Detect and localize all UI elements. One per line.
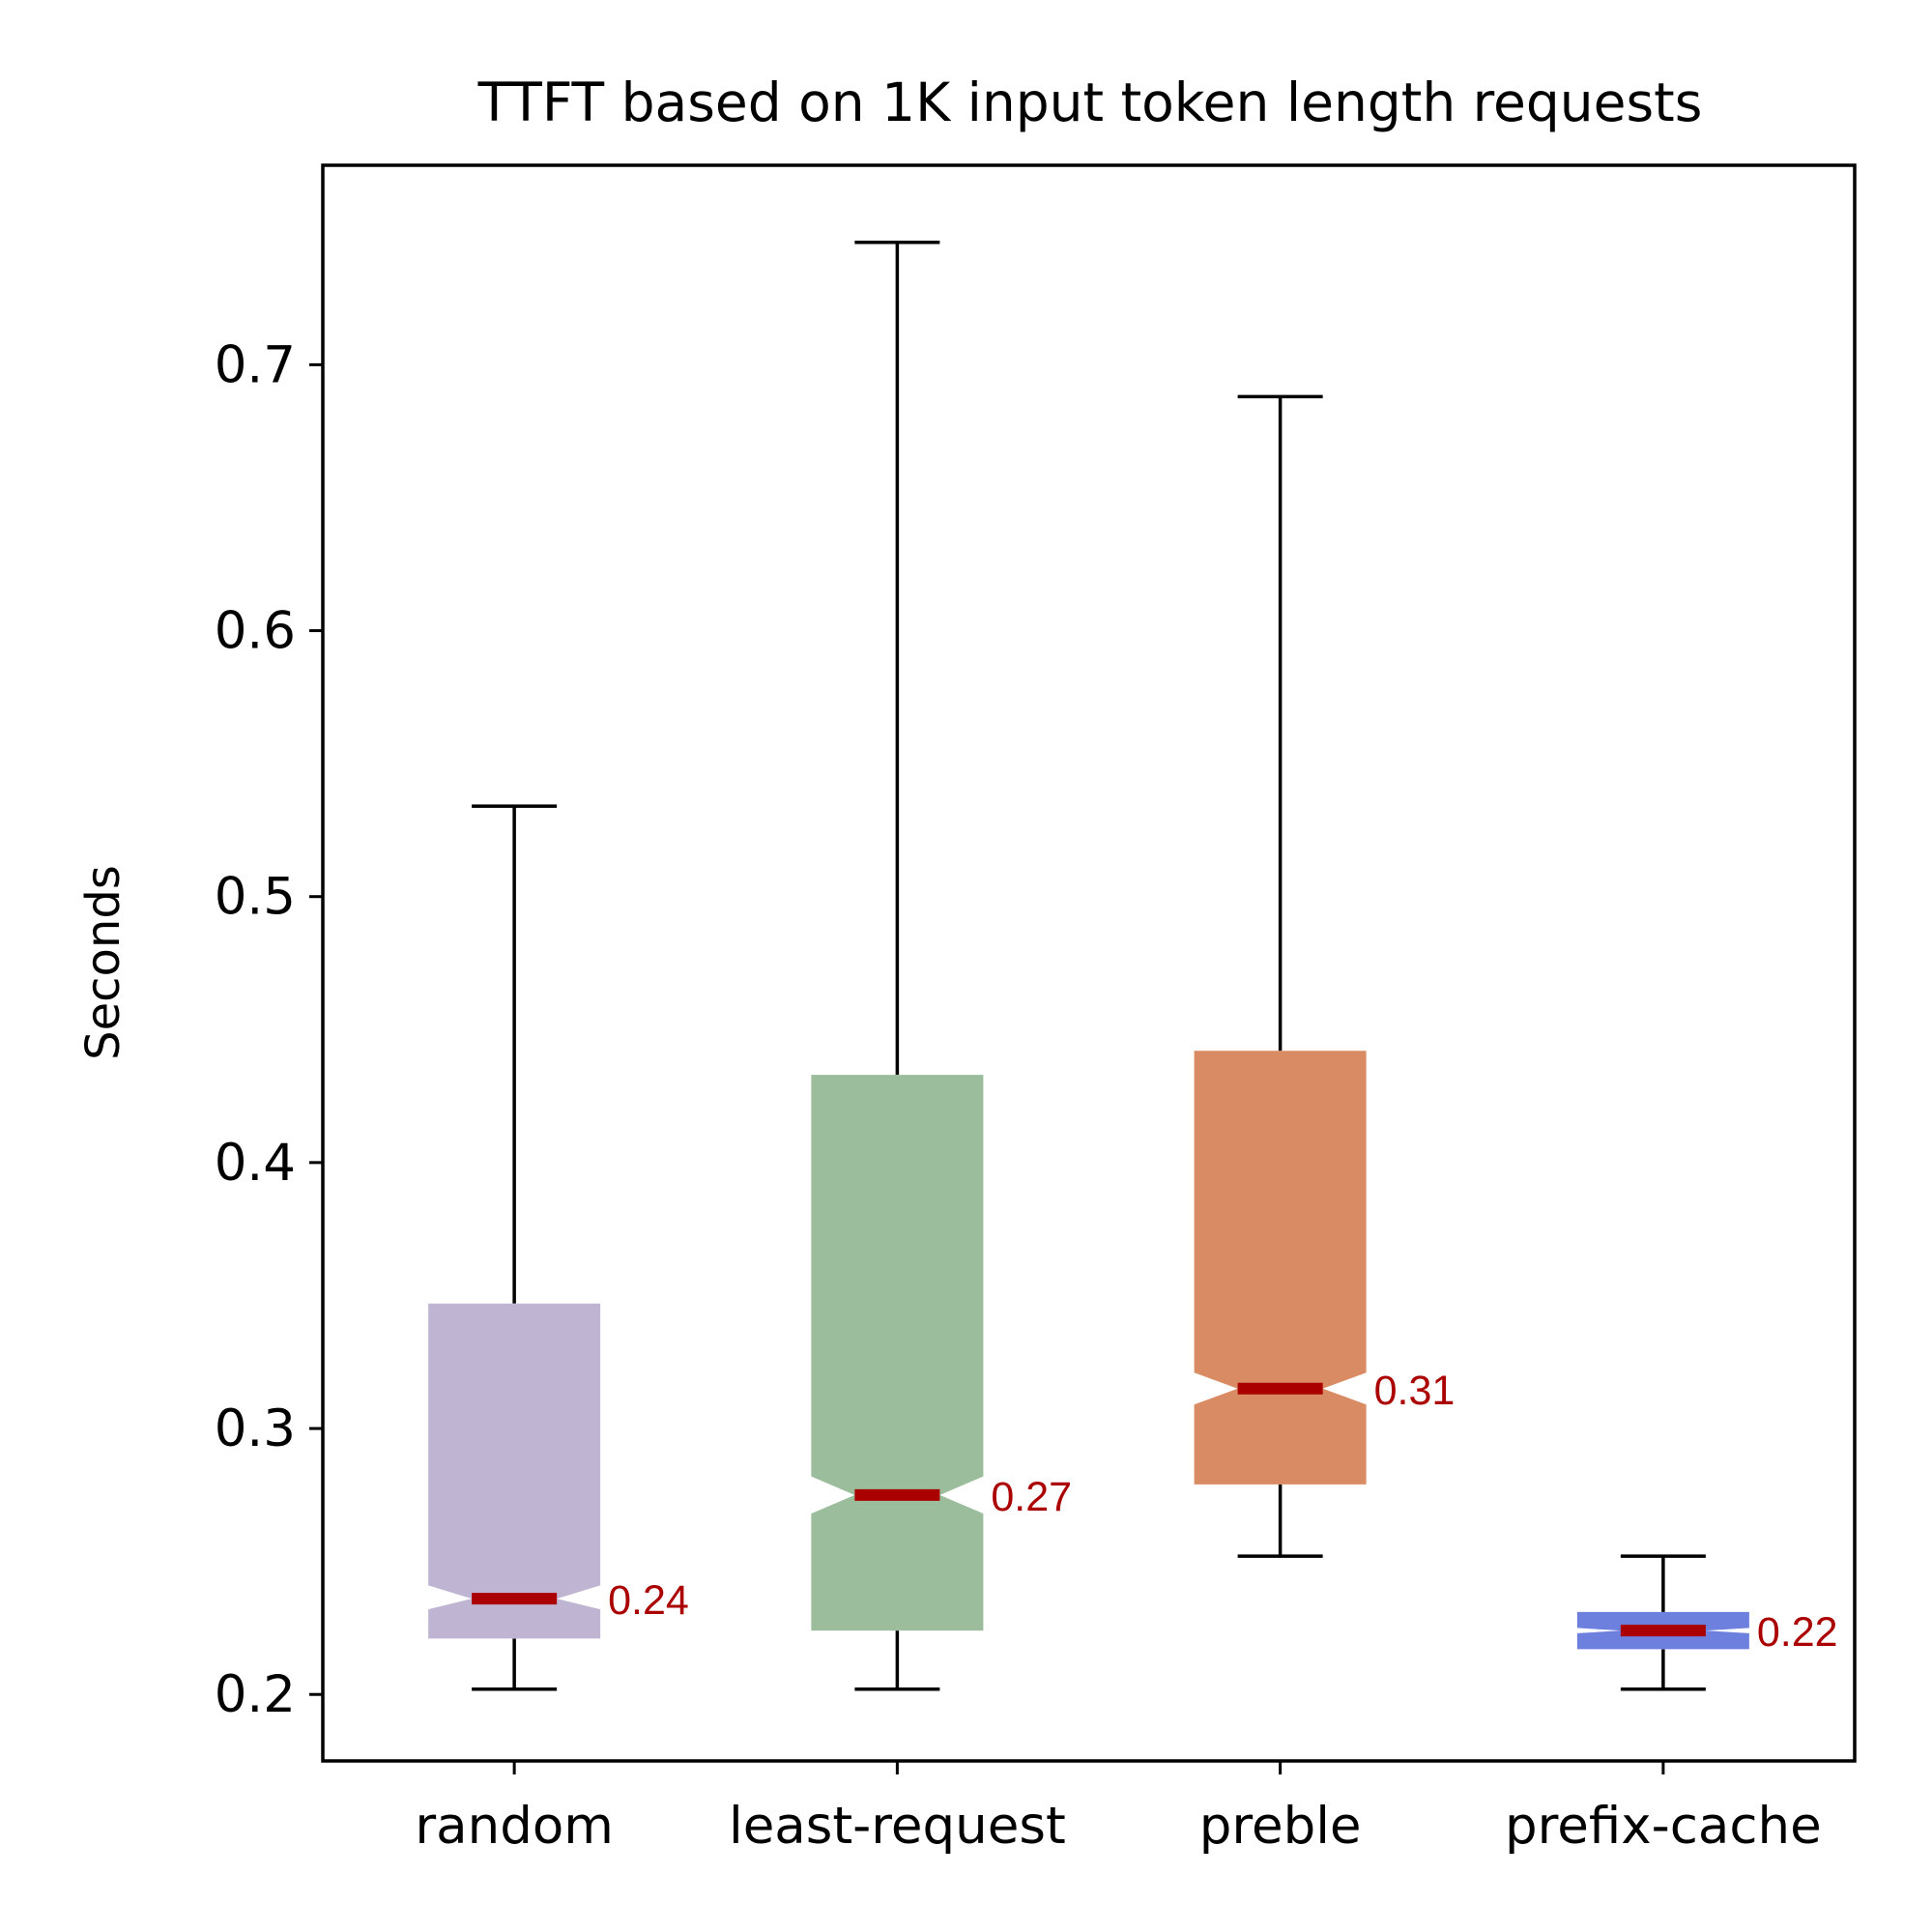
median-label: 0.27 <box>991 1474 1072 1520</box>
median-label: 0.31 <box>1374 1368 1456 1414</box>
median-label: 0.24 <box>608 1577 689 1624</box>
x-tick-label: preble <box>1199 1797 1362 1856</box>
y-tick-label: 0.7 <box>215 335 296 394</box>
chart-title: TTFT based on 1K input token length requ… <box>477 72 1703 133</box>
y-tick-label: 0.5 <box>215 868 296 927</box>
box <box>811 1075 984 1631</box>
median-label: 0.22 <box>1757 1609 1838 1656</box>
plot-area: 0.2 0.3 0.4 0.5 0.6 0.7 random least-request pre… <box>215 241 1838 1856</box>
y-tick-label: 0.2 <box>215 1665 296 1724</box>
x-tick-label: prefix-cache <box>1505 1797 1822 1856</box>
x-tick-label: random <box>415 1797 614 1856</box>
y-tick-label: 0.6 <box>215 602 296 661</box>
box <box>428 1303 601 1639</box>
y-axis-label: Seconds <box>76 865 130 1060</box>
axes-frame <box>321 163 1857 1763</box>
y-tick-label: 0.4 <box>215 1134 296 1193</box>
x-tick-label: least-request <box>729 1797 1066 1856</box>
box <box>1194 1051 1367 1485</box>
y-tick-label: 0.3 <box>215 1399 296 1458</box>
